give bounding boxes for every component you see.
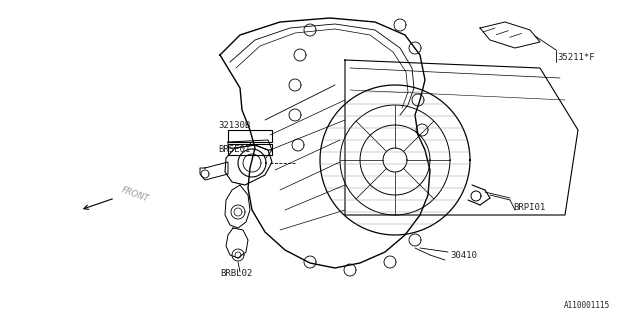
Text: BRPI01: BRPI01: [513, 204, 545, 212]
Text: A110001115: A110001115: [564, 301, 610, 310]
Bar: [228, 144, 272, 155]
Text: BRBL02: BRBL02: [220, 269, 252, 278]
Text: 32130B: 32130B: [218, 122, 250, 131]
Text: 30410: 30410: [450, 251, 477, 260]
Text: BRSE01: BRSE01: [218, 145, 250, 154]
Text: 35211*F: 35211*F: [557, 53, 595, 62]
Bar: [228, 130, 272, 142]
Text: FRONT: FRONT: [120, 186, 150, 204]
